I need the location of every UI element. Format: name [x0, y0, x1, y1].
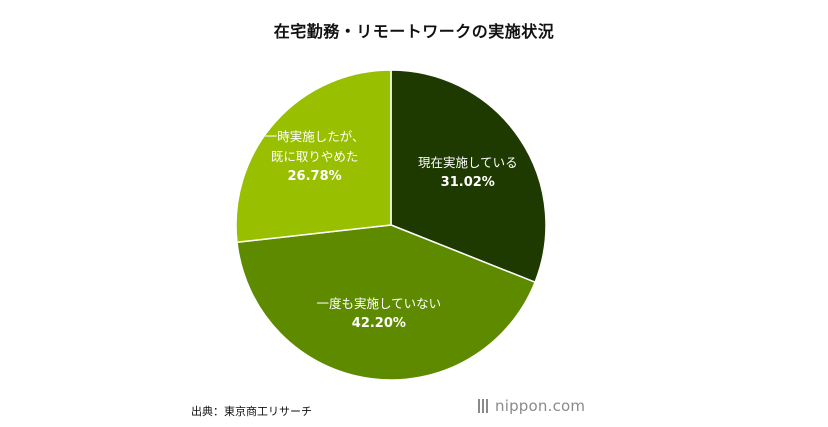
- slice-value-label: 31.02%: [440, 174, 495, 190]
- slice-value-label: 42.20%: [351, 316, 406, 332]
- pie-slice-0: [390, 69, 547, 284]
- slice-label-1: 一度も実施していない 42.20%: [317, 294, 442, 334]
- logo-main: nippon: [495, 397, 548, 415]
- slice-label-0: 現在実施している 31.02%: [418, 153, 518, 193]
- slice-label-text: 既に取りやめた: [270, 148, 359, 164]
- chart-title: 在宅勤務・リモートワークの実施状況: [273, 22, 555, 41]
- slice-label-2: 一時実施したが、 既に取りやめた 26.78%: [265, 127, 365, 187]
- source-note: 出典：東京商工リサーチ: [191, 405, 312, 418]
- slice-label-text: 一度も実施していない: [316, 296, 442, 312]
- slice-value-label: 26.78%: [287, 168, 342, 184]
- slice-label-text: 現在実施している: [417, 154, 518, 170]
- pie-slice-1: [236, 224, 537, 381]
- logo-tld: com: [552, 397, 586, 415]
- logo-dot: .: [547, 397, 553, 415]
- slice-label-text: 一時実施したが、: [264, 128, 365, 144]
- pie-slice-2: [235, 69, 392, 244]
- nippon-logo: nippon. com: [478, 397, 585, 415]
- nippon-logo-icon: [478, 399, 490, 413]
